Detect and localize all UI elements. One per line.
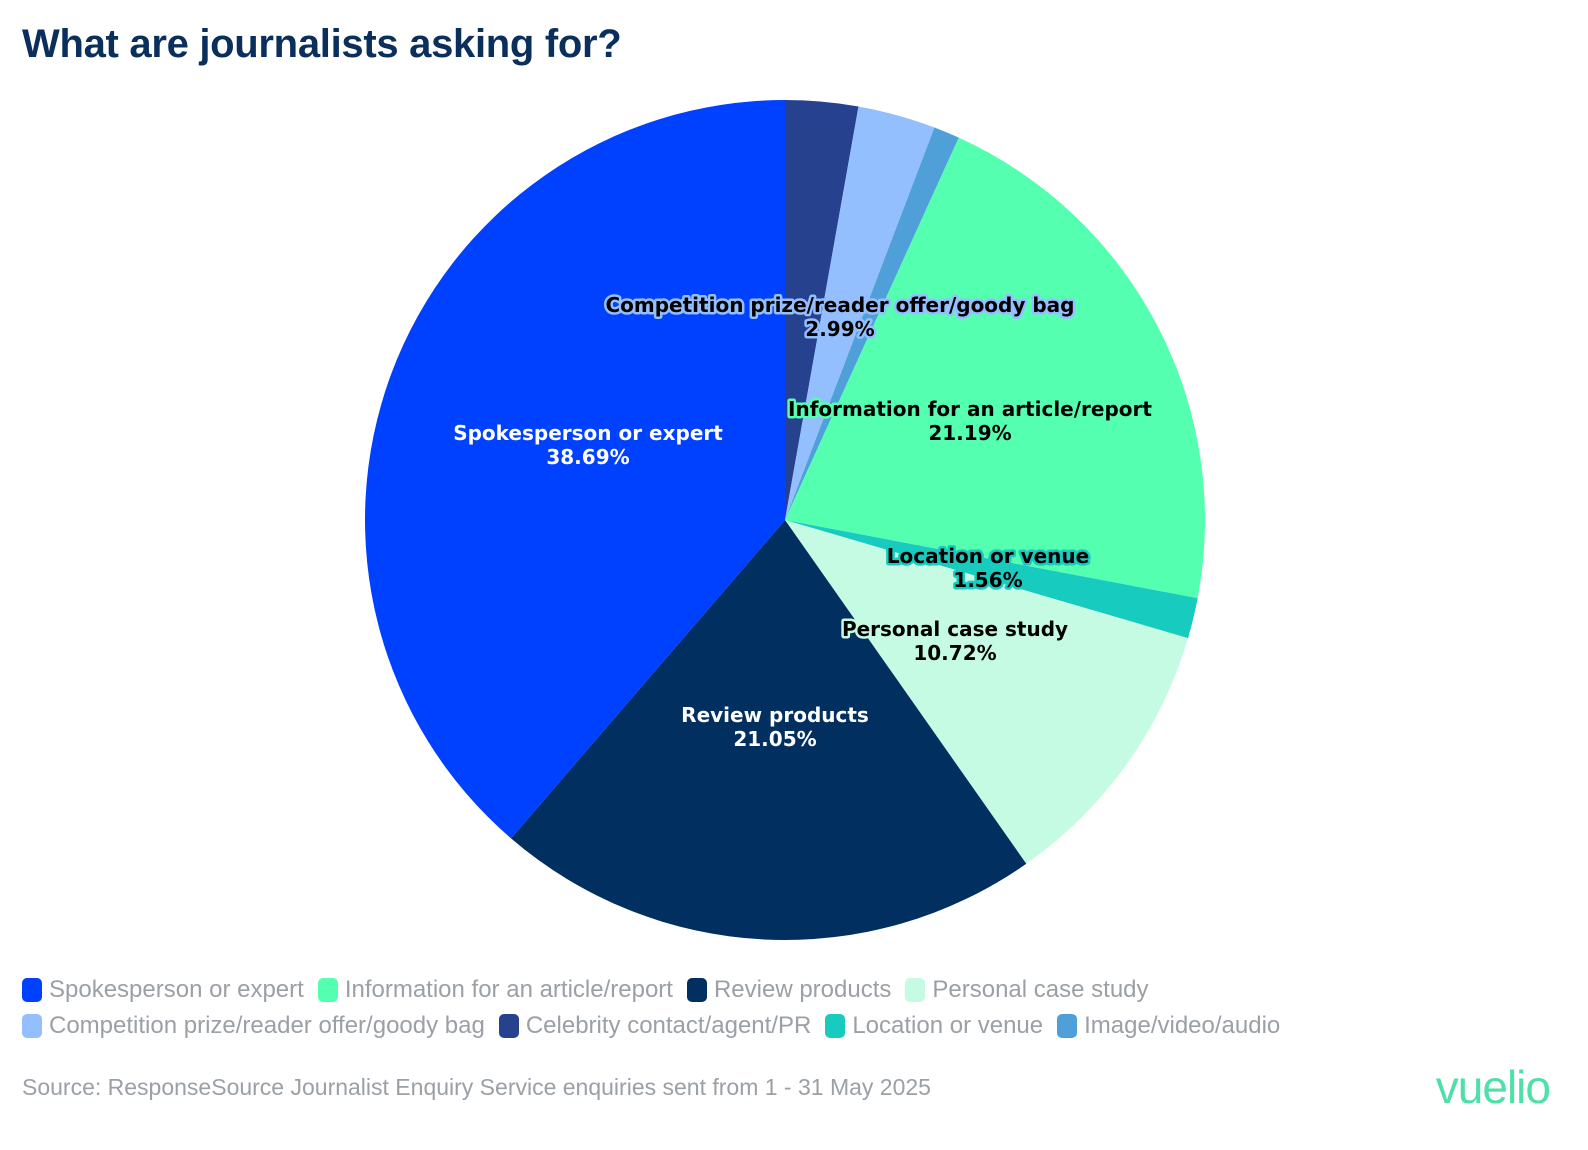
slice-label-value: 38.69% — [546, 445, 629, 469]
legend-swatch — [22, 1014, 42, 1038]
legend-swatch — [825, 1014, 846, 1038]
legend-label: Personal case study — [932, 976, 1149, 1003]
legend-item-competition-prize-reader-offer-goody-bag: Competition prize/reader offer/goody bag — [22, 1012, 485, 1040]
pie-slice-personal-case-study — [785, 520, 1189, 864]
legend-label: Celebrity contact/agent/PR — [525, 1012, 812, 1039]
legend-swatch — [22, 978, 42, 1002]
slice-label-value: 1.56% — [953, 568, 1022, 592]
pie-slice-location-or-venue — [785, 520, 1198, 639]
slice-label-name: Information for an article/report — [788, 397, 1152, 421]
legend-swatch — [686, 978, 707, 1002]
legend: Spokesperson or expert Information for an… — [22, 972, 1542, 1044]
legend-label: Location or venue — [852, 1012, 1044, 1039]
legend-row: Competition prize/reader offer/goody bag… — [22, 1008, 1542, 1044]
slice-label-name: Competition prize/reader offer/goody bag — [605, 293, 1074, 317]
legend-label: Review products — [713, 976, 892, 1003]
pie-slice-spokesperson-or-expert — [365, 100, 785, 839]
slice-label-competition-prize-reader-offer-goody-bag: Competition prize/reader offer/goody bag… — [603, 291, 1077, 344]
legend-label: Information for an article/report — [344, 976, 673, 1003]
legend-swatch — [317, 978, 338, 1002]
pie-slice-review-products — [511, 520, 1027, 940]
legend-swatch — [905, 978, 926, 1002]
pie-slice-information-for-an-article-report — [785, 137, 1206, 599]
slice-label-name: Review products — [681, 703, 869, 727]
legend-item-personal-case-study: Personal case study — [905, 976, 1149, 1004]
legend-row: Spokesperson or expert Information for an… — [22, 972, 1542, 1008]
legend-swatch — [1057, 1014, 1078, 1038]
slice-label-value: 2.99% — [805, 317, 874, 341]
vuelio-logo: vuelio — [1435, 1061, 1551, 1113]
slice-label-name: Spokesperson or expert — [453, 421, 723, 445]
legend-item-information-for-an-article-report: Information for an article/report — [317, 976, 673, 1004]
legend-label: Image/video/audio — [1084, 1012, 1281, 1039]
slice-label-value: 21.05% — [733, 727, 816, 751]
pie-slice-competition-prize-reader-offer-goody-bag — [785, 106, 935, 521]
slice-label-name: Personal case study — [842, 617, 1068, 641]
slice-label-name: Location or venue — [887, 544, 1089, 568]
legend-label: Competition prize/reader offer/goody bag — [49, 1012, 485, 1039]
legend-label: Spokesperson or expert — [49, 976, 304, 1003]
legend-item-location-or-venue: Location or venue — [825, 1012, 1043, 1040]
legend-item-image-video-audio: Image/video/audio — [1057, 1012, 1280, 1040]
legend-item-celebrity-contact-agent-pr: Celebrity contact/agent/PR — [498, 1012, 812, 1040]
source-note: Source: ResponseSource Journalist Enquir… — [22, 1074, 931, 1100]
pie-chart: Competition prize/reader offer/goody bag… — [365, 100, 1206, 940]
pie-slice-image-video-audio — [785, 127, 959, 521]
legend-swatch — [498, 1014, 519, 1038]
slice-label-value: 21.19% — [928, 421, 1011, 445]
pie-slice-celebrity-contact-agent-pr — [785, 100, 859, 520]
legend-item-review-products: Review products — [686, 976, 892, 1004]
legend-item-spokesperson-or-expert: Spokesperson or expert — [22, 976, 304, 1004]
slice-label-value: 10.72% — [913, 641, 996, 665]
chart-title: What are journalists asking for? — [22, 22, 622, 66]
